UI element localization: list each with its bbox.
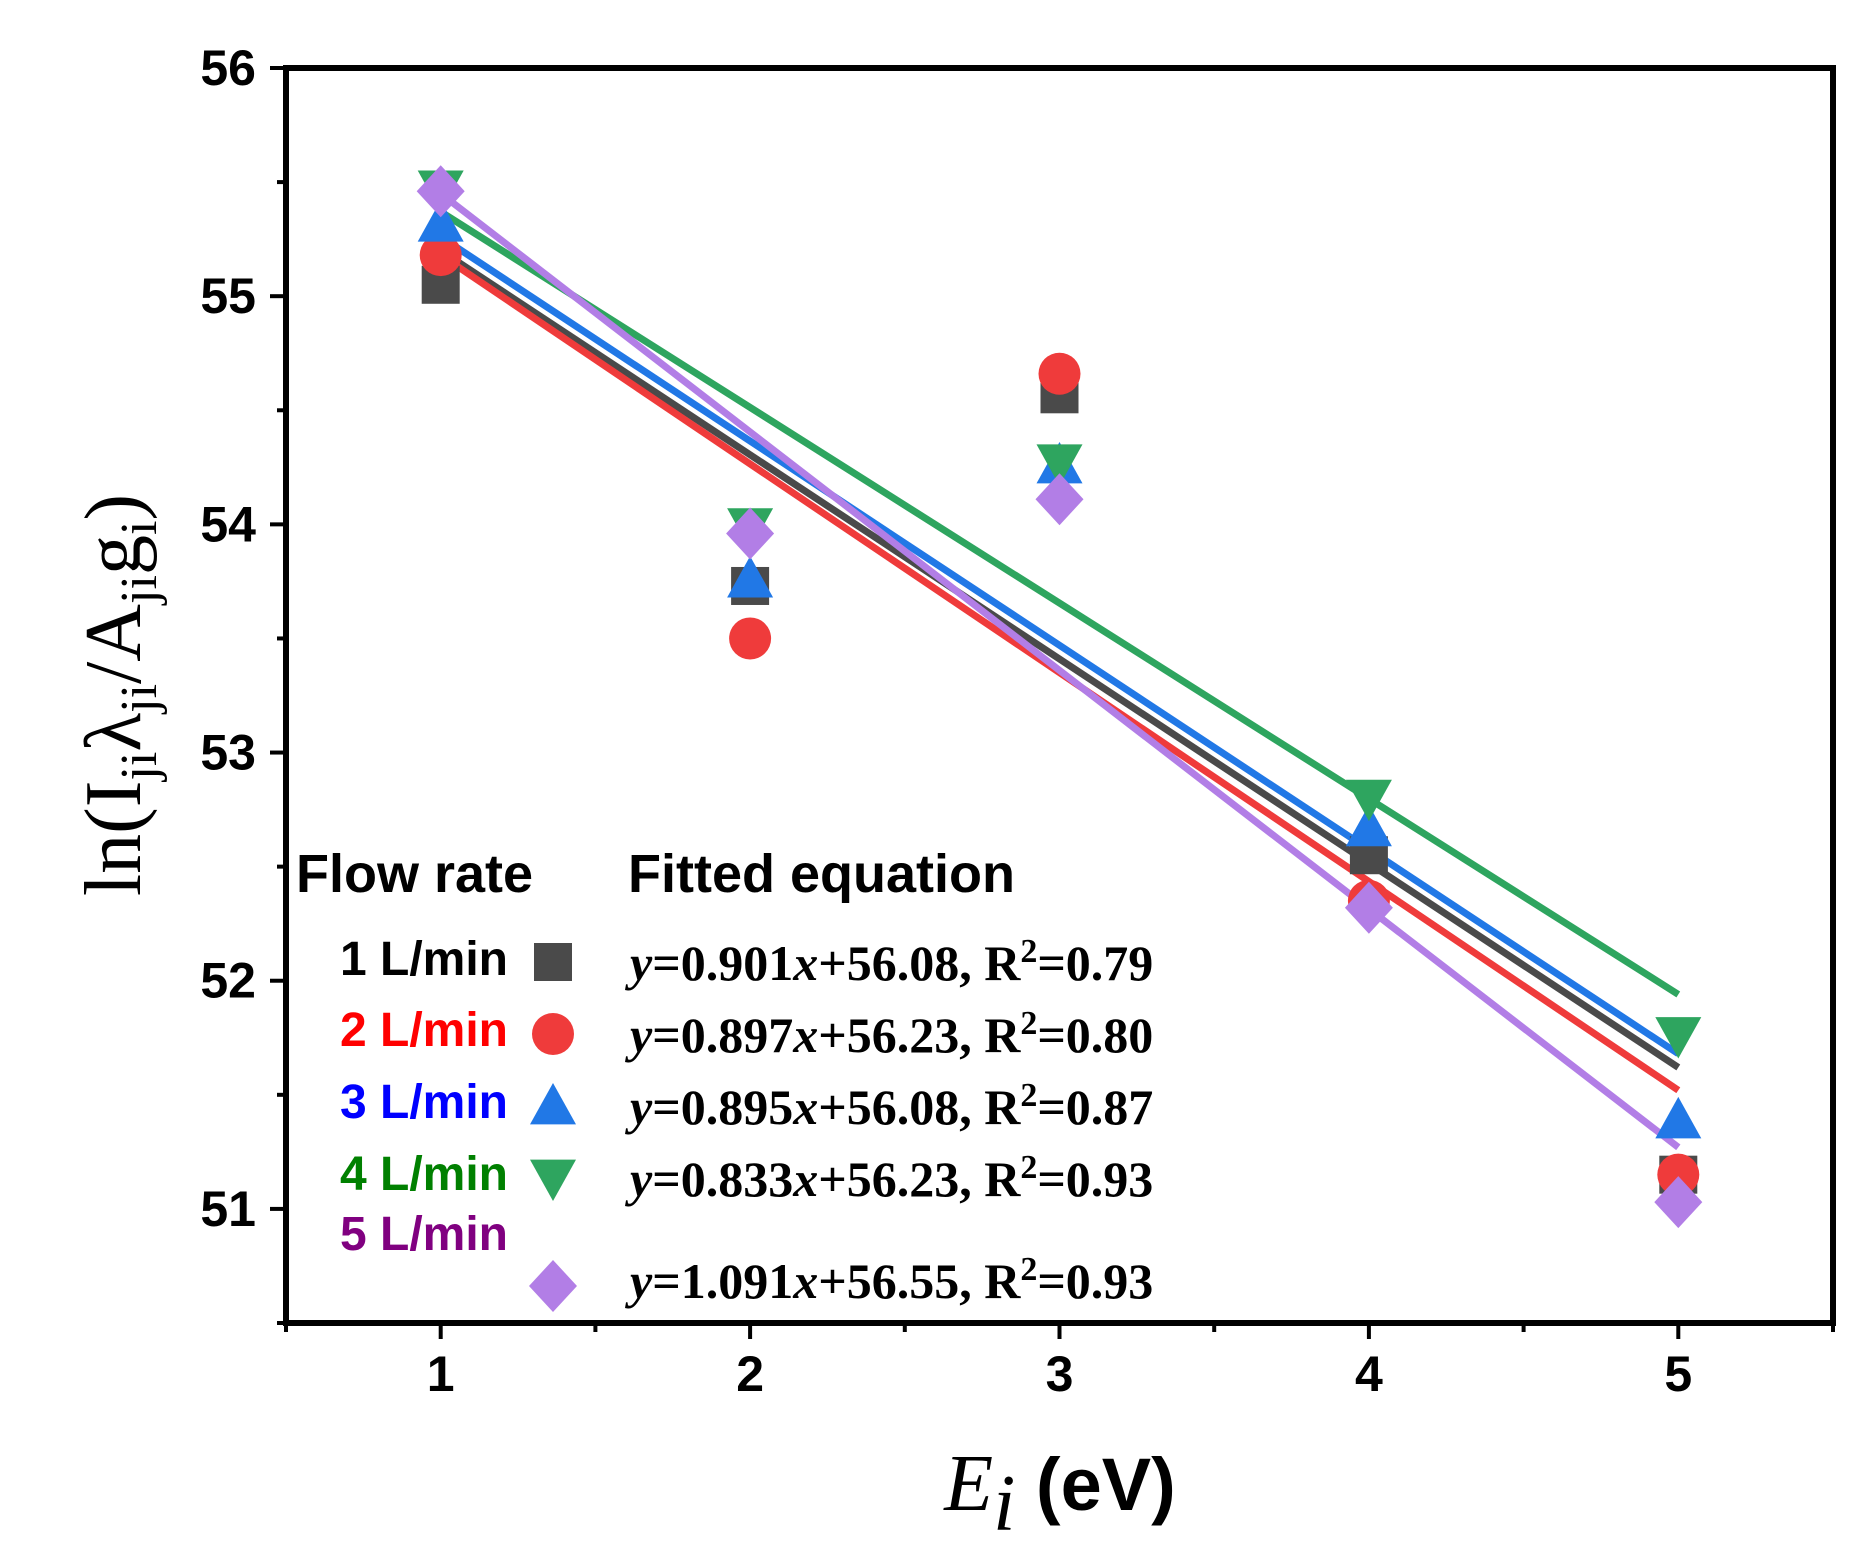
fit-lines [438,190,1681,1151]
data-point-series-3 [1655,1096,1702,1139]
x-axis-ticks: 1 2 3 4 5 [284,1323,1835,1402]
ylabel-part-i: ) [70,494,158,521]
y-tick-label: 52 [200,953,256,1009]
legend-marker-5 [529,1260,577,1312]
x-tick-label: 5 [1664,1346,1692,1402]
data-point-series-4 [1036,444,1083,486]
xlabel-subscript: i [993,1460,1015,1548]
data-point-series-5 [1035,473,1084,526]
legend-label-4: 4 L/min [340,1148,508,1201]
x-tick-label: 2 [736,1346,764,1402]
legend-equation-4: y=0.833x+56.23, R2=0.93 [625,1149,1153,1207]
xlabel-symbol: E [943,1440,993,1528]
fit-line-1 [438,247,1681,1071]
ylabel-sub-d: ji [111,684,168,715]
ylabel-part-a: ln(I [70,781,158,897]
y-tick-label: 54 [200,496,256,552]
data-point-series-2 [1657,1153,1700,1196]
legend-label-5: 5 L/min [340,1208,508,1261]
x-axis-title: Ei (eV) [943,1440,1175,1548]
legend-label-1: 1 L/min [340,933,508,986]
data-point-series-2 [729,617,772,660]
data-point-series-5 [1654,1176,1703,1229]
fit-line-4 [438,208,1681,998]
fit-line-3 [438,233,1681,1057]
y-tick-label: 53 [200,725,256,781]
ylabel-part-g: g [70,535,158,575]
data-point-series-3 [1345,804,1392,847]
data-point-series-2 [419,234,462,277]
y-axis-ticks: 51 52 53 54 55 56 [200,40,286,1325]
data-point-series-5 [1344,881,1393,934]
y-axis-title: ln(Ijiλji/Ajigi) [70,494,168,896]
data-point-series-3 [417,200,464,242]
legend-marker-2 [532,1013,574,1055]
data-point-series-5 [726,507,775,560]
data-point-series-4 [1655,1017,1702,1059]
legend-marker-3 [530,1083,576,1125]
data-point-series-3 [727,556,774,598]
ylabel-part-e: /A [70,604,158,684]
y-tick-label: 51 [200,1181,256,1237]
legend-header-fitted-equation: Fitted equation [628,844,1015,904]
x-tick-label: 1 [427,1346,455,1402]
data-point-series-2 [1038,352,1081,395]
legend-rows: 1 L/min y=0.901x+56.08, R2=0.79 2 L/min y=0… [340,933,1153,1312]
xlabel-unit: (eV) [1015,1443,1175,1526]
data-point-series-4 [1345,779,1392,822]
ylabel-sub-f: ji [111,575,168,606]
y-tick-label: 56 [200,40,256,96]
y-tick-label: 55 [200,268,256,324]
legend-label-2: 2 L/min [340,1004,508,1057]
legend-header-flow-rate: Flow rate [296,844,533,904]
ylabel-sub-b: ji [111,752,168,783]
legend-marker-1 [534,943,572,981]
legend-equation-3: y=0.895x+56.08, R2=0.87 [625,1077,1153,1135]
data-point-series-5 [416,165,465,218]
legend: Flow rate Fitted equation 1 L/min y=0.901… [296,844,1153,1312]
fit-line-5 [438,190,1681,1151]
legend-equation-5: y=1.091x+56.55, R2=0.93 [625,1251,1153,1309]
x-tick-label: 3 [1046,1346,1074,1402]
data-markers [416,165,1703,1229]
ylabel-sub-h: i [111,521,168,535]
x-tick-label: 4 [1355,1346,1383,1402]
legend-equation-2: y=0.897x+56.23, R2=0.80 [625,1005,1153,1063]
legend-marker-4 [530,1159,576,1201]
legend-equation-1: y=0.901x+56.08, R2=0.79 [625,933,1153,991]
ylabel-part-c: λ [70,713,158,752]
legend-label-3: 3 L/min [340,1076,508,1129]
